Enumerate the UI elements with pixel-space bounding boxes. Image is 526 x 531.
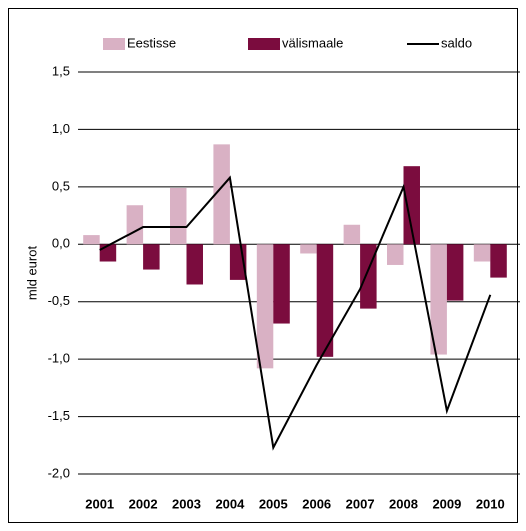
x-tick-label: 2001 (85, 496, 114, 511)
bar (126, 205, 144, 245)
bar (343, 224, 361, 245)
bar (446, 244, 464, 301)
bar (256, 244, 274, 369)
y-tick-label: 0,0 (52, 236, 70, 251)
bar (490, 244, 507, 278)
x-tick-label: 2009 (432, 496, 461, 511)
y-tick-label: 1,5 (52, 63, 70, 78)
y-tick-label: -1,5 (48, 408, 70, 423)
legend-label: saldo (441, 35, 472, 50)
bar (170, 188, 187, 245)
bar (213, 144, 230, 245)
frame (8, 8, 518, 523)
bar (430, 244, 447, 355)
legend-label: Eestisse (127, 35, 176, 50)
y-tick-label: -1,0 (48, 351, 70, 366)
legend-swatch (103, 38, 125, 50)
bar (143, 244, 160, 270)
x-tick-label: 2010 (476, 496, 505, 511)
x-tick-label: 2003 (172, 496, 201, 511)
x-tick-label: 2005 (259, 496, 288, 511)
x-tick-label: 2002 (129, 496, 158, 511)
x-tick-label: 2008 (389, 496, 418, 511)
y-axis-label: mld eurot (24, 246, 39, 301)
legend-swatch (248, 38, 280, 50)
x-tick-label: 2006 (302, 496, 331, 511)
x-tick-label: 2007 (346, 496, 375, 511)
bar (473, 244, 491, 262)
bar (316, 244, 334, 357)
bar (273, 244, 290, 324)
y-tick-label: 0,5 (52, 178, 70, 193)
y-tick-label: 1,0 (52, 121, 70, 136)
bar (300, 244, 317, 254)
bar (83, 235, 100, 245)
bar (387, 244, 404, 265)
x-tick-label: 2004 (215, 496, 245, 511)
y-tick-label: -0,5 (48, 293, 70, 308)
bar (186, 244, 203, 285)
line (99, 175, 492, 451)
legend-label: välismaale (282, 35, 343, 50)
bar (99, 244, 117, 262)
y-tick-label: -2,0 (48, 465, 70, 480)
bar (403, 166, 420, 245)
